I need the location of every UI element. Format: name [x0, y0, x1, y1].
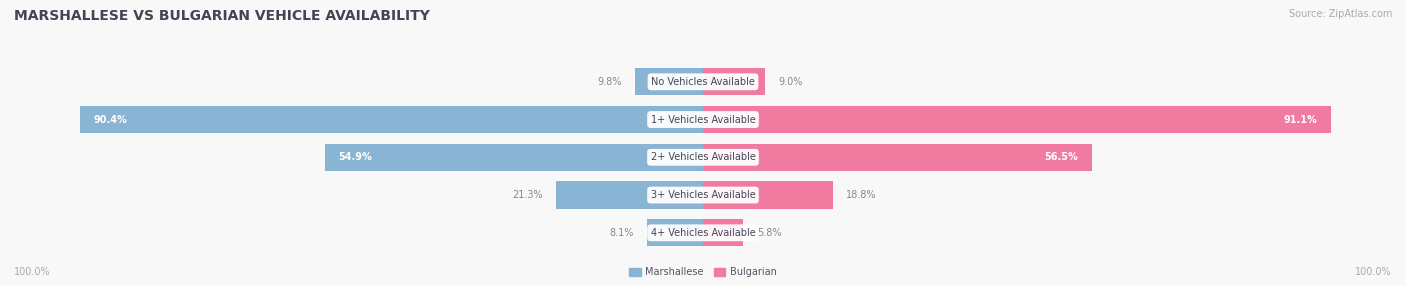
Text: Source: ZipAtlas.com: Source: ZipAtlas.com — [1288, 9, 1392, 19]
Text: 90.4%: 90.4% — [94, 115, 128, 124]
Text: 8.1%: 8.1% — [609, 228, 634, 238]
Text: 91.1%: 91.1% — [1284, 115, 1317, 124]
Text: 4+ Vehicles Available: 4+ Vehicles Available — [651, 228, 755, 238]
Bar — [703, 219, 742, 247]
Bar — [636, 68, 703, 96]
Text: No Vehicles Available: No Vehicles Available — [651, 77, 755, 87]
Bar — [557, 181, 703, 209]
Bar — [80, 106, 703, 133]
Text: 5.8%: 5.8% — [756, 228, 782, 238]
Text: 56.5%: 56.5% — [1045, 152, 1078, 162]
Legend: Marshallese, Bulgarian: Marshallese, Bulgarian — [626, 263, 780, 281]
Text: 54.9%: 54.9% — [339, 152, 373, 162]
Text: 21.3%: 21.3% — [512, 190, 543, 200]
Text: 2+ Vehicles Available: 2+ Vehicles Available — [651, 152, 755, 162]
Text: 3+ Vehicles Available: 3+ Vehicles Available — [651, 190, 755, 200]
Text: 100.0%: 100.0% — [14, 267, 51, 277]
Text: 100.0%: 100.0% — [1355, 267, 1392, 277]
Bar — [703, 68, 765, 96]
Text: MARSHALLESE VS BULGARIAN VEHICLE AVAILABILITY: MARSHALLESE VS BULGARIAN VEHICLE AVAILAB… — [14, 9, 430, 23]
Text: 1+ Vehicles Available: 1+ Vehicles Available — [651, 115, 755, 124]
Bar — [325, 144, 703, 171]
Bar — [647, 219, 703, 247]
Text: 18.8%: 18.8% — [846, 190, 877, 200]
Bar — [703, 181, 832, 209]
Text: 9.8%: 9.8% — [598, 77, 621, 87]
Bar — [703, 144, 1092, 171]
Text: 9.0%: 9.0% — [779, 77, 803, 87]
Bar — [703, 106, 1330, 133]
